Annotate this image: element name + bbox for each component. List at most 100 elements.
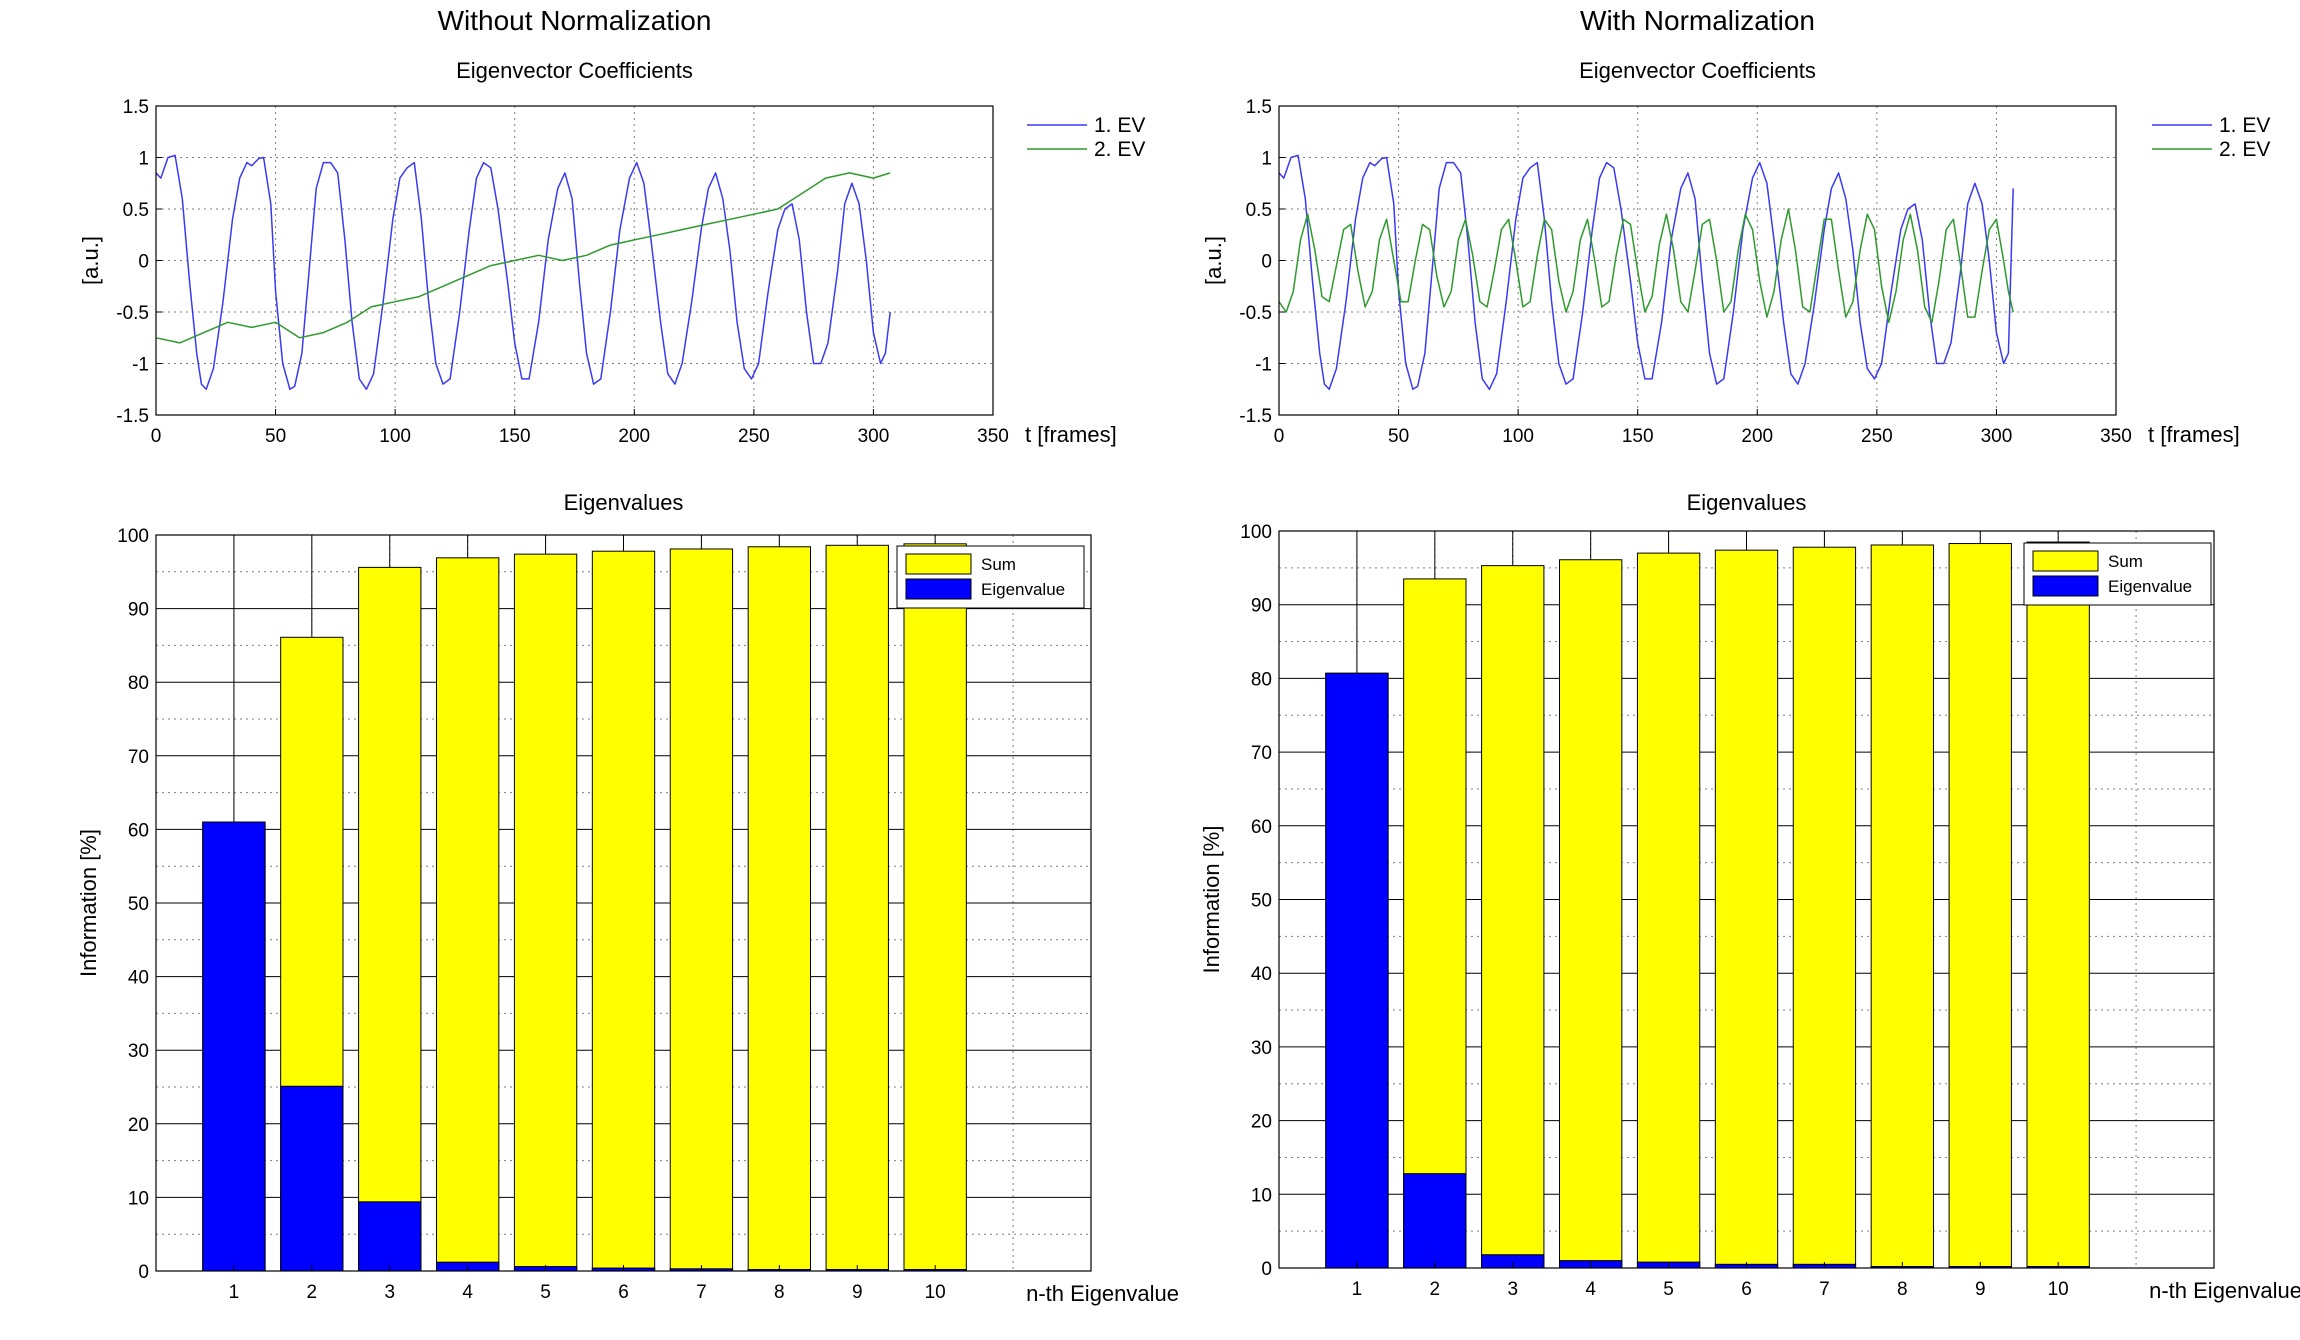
x-axis-label: n-th Eigenvalue xyxy=(2149,1278,2300,1303)
x-tick-label: 1 xyxy=(229,1282,240,1303)
legend-label-1: 1. EV xyxy=(1094,114,1145,137)
line-chart-with-normalization: With Normalization Eigenvector Coefficien… xyxy=(1201,5,2270,447)
x-tick-label: 10 xyxy=(925,1282,946,1303)
bar-sum xyxy=(1870,544,1934,1269)
x-tick-label: 6 xyxy=(618,1282,629,1303)
legend-swatch-1 xyxy=(2032,550,2099,572)
y-axis-label: Information [%] xyxy=(1199,826,1224,974)
x-tick-label: 0 xyxy=(151,426,162,447)
bar-sum xyxy=(1948,543,2012,1269)
bar-sum xyxy=(1481,565,1545,1269)
legend-label-1: Sum xyxy=(981,555,1016,574)
legend-swatch-1 xyxy=(905,553,972,575)
bar-sum xyxy=(436,557,500,1272)
legend-label-1: 1. EV xyxy=(2219,114,2270,137)
bar-sum xyxy=(1559,559,1623,1269)
x-tick-label: 8 xyxy=(1897,1279,1908,1300)
y-tick-label: -1 xyxy=(132,355,149,376)
bar-eigenvalue xyxy=(280,1085,344,1272)
x-tick-label: 9 xyxy=(852,1282,863,1303)
chart-title: Eigenvector Coefficients xyxy=(1579,58,1816,83)
y-tick-label: 30 xyxy=(1251,1038,1272,1059)
x-tick-label: 200 xyxy=(618,426,650,447)
legend-swatch-2 xyxy=(905,578,972,600)
y-tick-label: 30 xyxy=(128,1041,149,1062)
bar-sum xyxy=(358,566,422,1272)
x-axis-label: t [frames] xyxy=(1025,422,1117,447)
bar-sum xyxy=(903,543,967,1272)
x-tick-label: 7 xyxy=(696,1282,707,1303)
x-tick-label: 2 xyxy=(1430,1279,1441,1300)
bar-sum xyxy=(1403,578,1467,1269)
legend-label-1: Sum xyxy=(2108,552,2143,571)
super-title: Without Normalization xyxy=(438,5,712,36)
x-tick-label: 8 xyxy=(774,1282,785,1303)
y-tick-label: 1 xyxy=(1261,149,1272,170)
y-tick-label: 20 xyxy=(1251,1112,1272,1133)
y-tick-label: 1.5 xyxy=(1246,97,1272,118)
y-tick-label: 0 xyxy=(1261,252,1272,273)
y-tick-label: 20 xyxy=(128,1115,149,1136)
y-tick-label: 70 xyxy=(1251,743,1272,764)
bar-sum xyxy=(1714,549,1779,1269)
x-tick-label: 200 xyxy=(1741,426,1773,447)
y-tick-label: -1.5 xyxy=(1239,406,1272,427)
series-line-1 xyxy=(155,154,891,391)
y-tick-label: 60 xyxy=(1251,817,1272,838)
legend-label-2: Eigenvalue xyxy=(2108,577,2192,596)
y-tick-label: 0 xyxy=(138,1262,149,1283)
bar-eigenvalue xyxy=(1403,1173,1467,1269)
x-tick-label: 9 xyxy=(1975,1279,1986,1300)
bar-eigenvalue xyxy=(358,1201,422,1272)
super-title: With Normalization xyxy=(1580,5,1815,36)
y-tick-label: 40 xyxy=(128,968,149,989)
x-tick-label: 100 xyxy=(379,426,411,447)
y-tick-label: 90 xyxy=(1251,596,1272,617)
legend-label-2: 2. EV xyxy=(2219,138,2270,161)
chart-title: Eigenvalues xyxy=(1687,490,1807,515)
x-tick-label: 100 xyxy=(1502,426,1534,447)
y-tick-label: 90 xyxy=(128,600,149,621)
bar-sum xyxy=(825,544,889,1272)
x-tick-label: 10 xyxy=(2048,1279,2069,1300)
y-tick-label: 60 xyxy=(128,820,149,841)
x-tick-label: 3 xyxy=(1507,1279,1518,1300)
x-tick-label: 50 xyxy=(265,426,286,447)
x-tick-label: 150 xyxy=(499,426,531,447)
bar-eigenvalue xyxy=(1325,672,1389,1269)
series-line-2 xyxy=(155,172,891,344)
x-tick-label: 150 xyxy=(1622,426,1654,447)
x-tick-label: 300 xyxy=(1981,426,2013,447)
y-tick-label: -1 xyxy=(1255,355,1272,376)
y-axis-label: Information [%] xyxy=(76,829,101,977)
bar-sum xyxy=(747,546,812,1272)
y-tick-label: 100 xyxy=(117,526,149,547)
bar-sum xyxy=(1792,546,1857,1269)
x-axis-label: t [frames] xyxy=(2148,422,2240,447)
x-tick-label: 350 xyxy=(977,426,1009,447)
x-tick-label: 350 xyxy=(2100,426,2132,447)
x-axis-label: n-th Eigenvalue xyxy=(1026,1281,1179,1306)
x-tick-label: 4 xyxy=(1585,1279,1596,1300)
x-tick-label: 1 xyxy=(1352,1279,1363,1300)
y-tick-label: -1.5 xyxy=(116,406,149,427)
y-tick-label: 80 xyxy=(1251,669,1272,690)
x-tick-label: 250 xyxy=(1861,426,1893,447)
x-tick-label: 3 xyxy=(384,1282,395,1303)
bar-sum xyxy=(2026,541,2090,1269)
bar-sum xyxy=(669,548,734,1272)
y-tick-label: 10 xyxy=(1251,1185,1272,1206)
y-tick-label: 80 xyxy=(128,673,149,694)
legend-label-2: 2. EV xyxy=(1094,138,1145,161)
x-tick-label: 5 xyxy=(1663,1279,1674,1300)
x-tick-label: 250 xyxy=(738,426,770,447)
y-tick-label: 10 xyxy=(128,1188,149,1209)
y-tick-label: 1.5 xyxy=(123,97,149,118)
y-tick-label: 1 xyxy=(138,149,149,170)
chart-title: Eigenvalues xyxy=(564,490,684,515)
chart-title: Eigenvector Coefficients xyxy=(456,58,693,83)
y-tick-label: 0 xyxy=(1261,1259,1272,1280)
